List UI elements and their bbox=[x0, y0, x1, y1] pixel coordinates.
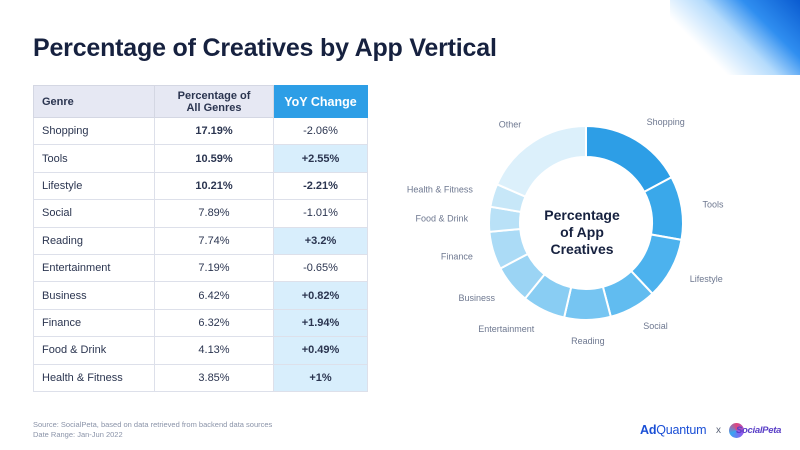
cell-yoy-change: +1.94% bbox=[273, 308, 368, 338]
table-row: Health & Fitness 3.85% +1% bbox=[33, 363, 368, 392]
cell-genre: Reading bbox=[33, 226, 155, 255]
cell-percentage: 3.85% bbox=[154, 363, 274, 392]
donut-label: Shopping bbox=[647, 117, 685, 127]
header-yoy-change: YoY Change bbox=[273, 85, 368, 118]
page-title: Percentage of Creatives by App Vertical bbox=[33, 34, 497, 62]
center-label-line3: Creatives bbox=[550, 241, 613, 257]
center-label-line2: of App bbox=[560, 224, 604, 240]
date-range-line: Date Range: Jan-Jun 2022 bbox=[33, 430, 123, 439]
cell-yoy-change: -1.01% bbox=[273, 199, 368, 228]
socialpeta-logo-icon bbox=[729, 423, 744, 438]
socialpeta-logo-text: SocialPeta bbox=[736, 425, 782, 436]
donut-label: Health & Fitness bbox=[407, 184, 474, 194]
cell-genre: Health & Fitness bbox=[33, 363, 155, 392]
donut-label: Social bbox=[643, 321, 668, 331]
header-percentage-line1: Percentage of bbox=[177, 89, 251, 102]
table-row: Reading 7.74% +3.2% bbox=[33, 226, 368, 255]
cell-yoy-change: +2.55% bbox=[273, 144, 368, 173]
donut-label: Food & Drink bbox=[416, 213, 469, 223]
cell-percentage: 7.74% bbox=[154, 226, 274, 255]
table-body: Shopping 17.19% -2.06% Tools 10.59% +2.55% Lif… bbox=[33, 116, 368, 392]
cell-percentage: 7.89% bbox=[154, 199, 274, 228]
donut-slice-other bbox=[495, 124, 587, 198]
cell-yoy-change: +0.49% bbox=[273, 336, 368, 365]
cell-genre: Finance bbox=[33, 308, 155, 338]
cell-genre: Shopping bbox=[33, 116, 155, 146]
cell-genre: Social bbox=[33, 199, 155, 228]
cell-percentage: 6.42% bbox=[154, 281, 274, 310]
table-header-row: Genre Percentage of All Genres YoY Chang… bbox=[33, 85, 368, 118]
cell-percentage: 6.32% bbox=[154, 308, 274, 338]
donut-label: Other bbox=[499, 119, 522, 129]
donut-labels: Shopping Tools Lifestyle Social Reading Enter… bbox=[407, 117, 724, 346]
cell-genre: Tools bbox=[33, 144, 155, 173]
donut-label: Business bbox=[458, 293, 495, 303]
donut-label: Entertainment bbox=[478, 324, 535, 334]
cell-genre: Business bbox=[33, 281, 155, 310]
donut-slice-reading bbox=[562, 285, 613, 321]
adquantum-logo-ad: Ad bbox=[640, 423, 657, 437]
cell-percentage: 4.13% bbox=[154, 336, 274, 365]
cell-genre: Entertainment bbox=[33, 253, 155, 283]
cell-percentage: 17.19% bbox=[154, 116, 274, 146]
header-genre: Genre bbox=[33, 85, 155, 118]
table-row: Business 6.42% +0.82% bbox=[33, 281, 368, 310]
adquantum-logo: AdQuantum bbox=[640, 423, 706, 437]
table-row: Social 7.89% -1.01% bbox=[33, 199, 368, 228]
donut-slice-shopping bbox=[585, 124, 673, 194]
cell-yoy-change: -0.65% bbox=[273, 253, 368, 283]
cell-yoy-change: -2.06% bbox=[273, 116, 368, 146]
donut-label: Lifestyle bbox=[690, 274, 723, 284]
donut-chart: Shopping Tools Lifestyle Social Reading Enter… bbox=[407, 117, 724, 346]
table-row: Tools 10.59% +2.55% bbox=[33, 144, 368, 173]
cell-percentage: 10.21% bbox=[154, 171, 274, 201]
cell-percentage: 10.59% bbox=[154, 144, 274, 173]
center-label-line1: Percentage bbox=[544, 207, 620, 223]
table-row: Food & Drink 4.13% +0.49% bbox=[33, 336, 368, 365]
cell-genre: Lifestyle bbox=[33, 171, 155, 201]
cell-percentage: 7.19% bbox=[154, 253, 274, 283]
table-row: Shopping 17.19% -2.06% bbox=[33, 116, 368, 146]
header-percentage-line2: All Genres bbox=[186, 101, 242, 114]
donut-slices bbox=[488, 124, 684, 321]
adquantum-logo-quantum: Quantum bbox=[656, 423, 707, 437]
table-row: Entertainment 7.19% -0.65% bbox=[33, 253, 368, 283]
donut-label: Reading bbox=[571, 336, 605, 346]
header-percentage: Percentage of All Genres bbox=[154, 85, 274, 118]
source-note: Source: SocialPeta, based on data retrie… bbox=[33, 420, 272, 440]
cell-yoy-change: +0.82% bbox=[273, 281, 368, 310]
donut-label: Finance bbox=[441, 252, 473, 262]
cell-genre: Food & Drink bbox=[33, 336, 155, 365]
socialpeta-logo: SocialPeta bbox=[729, 422, 791, 440]
vertical-data-table: Genre Percentage of All Genres YoY Chang… bbox=[33, 85, 368, 392]
source-line: Source: SocialPeta, based on data retrie… bbox=[33, 420, 273, 429]
cell-yoy-change: -2.21% bbox=[273, 171, 368, 201]
table-row: Finance 6.32% +1.94% bbox=[33, 308, 368, 338]
cell-yoy-change: +3.2% bbox=[273, 226, 368, 255]
corner-gradient-accent bbox=[670, 0, 800, 75]
cell-yoy-change: +1% bbox=[273, 363, 368, 392]
donut-label: Tools bbox=[703, 199, 725, 209]
table-row: Lifestyle 10.21% -2.21% bbox=[33, 171, 368, 201]
logo-separator: x bbox=[716, 425, 721, 436]
